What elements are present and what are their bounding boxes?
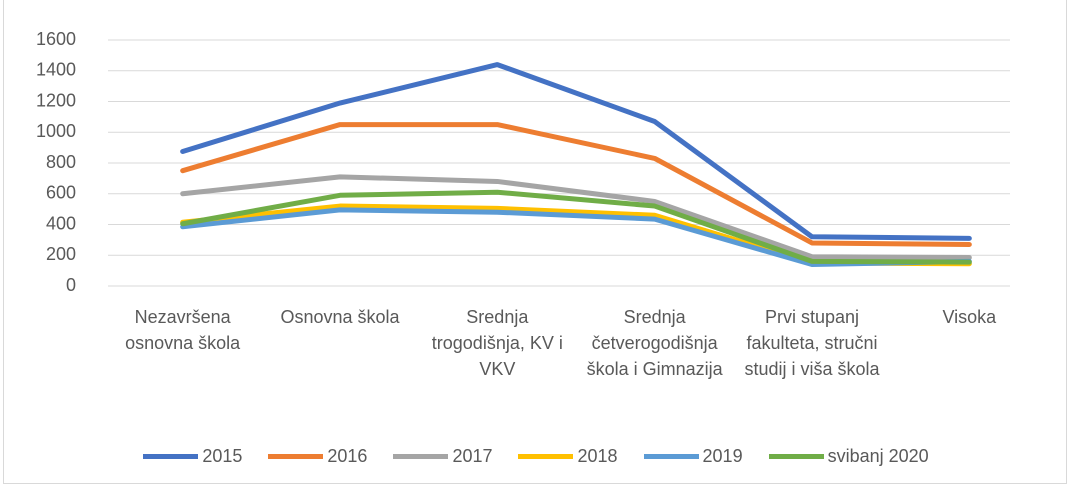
y-tick-label: 600 <box>46 183 76 203</box>
legend-item: svibanj 2020 <box>768 446 929 467</box>
y-tick-label: 1000 <box>36 121 76 141</box>
line <box>180 174 972 261</box>
legend-swatch <box>643 454 699 459</box>
y-tick-label: 1600 <box>36 29 76 49</box>
legend: 2015 2016 2017 2018 2019 svibanj 2020 <box>0 446 1072 467</box>
legend-swatch <box>518 454 574 459</box>
x-tick-label: Nezavršena osnovna škola <box>125 307 241 353</box>
line <box>180 122 972 247</box>
legend-item: 2017 <box>393 446 492 467</box>
y-tick-label: 200 <box>46 244 76 264</box>
legend-item: 2015 <box>143 446 242 467</box>
chart-frame <box>3 0 1067 484</box>
legend-swatch <box>143 454 199 459</box>
x-tick-label: Srednja trogodišnja, KV i VKV <box>431 307 563 379</box>
x-tick-label: Osnovna škola <box>280 307 400 327</box>
legend-swatch <box>768 454 824 459</box>
y-tick-label: 0 <box>66 275 76 295</box>
legend-swatch <box>268 454 324 459</box>
x-tick-label: Srednja četverogodišnja škola i Gimnazij… <box>586 307 723 379</box>
y-tick-label: 1400 <box>36 60 76 80</box>
legend-label: 2019 <box>702 446 743 466</box>
legend-label: 2015 <box>202 446 243 466</box>
y-tick-label: 400 <box>46 213 76 233</box>
legend-label: svibanj 2020 <box>827 446 929 466</box>
legend-label: 2018 <box>577 446 618 466</box>
line <box>180 62 972 241</box>
x-tick-label: Prvi stupanj fakulteta, stručni studij i… <box>744 307 880 379</box>
y-tick-label: 1200 <box>36 90 76 110</box>
legend-item: 2019 <box>643 446 743 467</box>
legend-swatch <box>393 454 449 459</box>
legend-label: 2017 <box>452 446 493 466</box>
y-tick-label: 800 <box>46 152 76 172</box>
legend-item: 2016 <box>268 446 367 467</box>
legend-item: 2018 <box>518 446 618 467</box>
x-tick-label: Visoka <box>942 307 997 327</box>
line <box>180 189 972 265</box>
legend-label: 2016 <box>327 446 368 466</box>
